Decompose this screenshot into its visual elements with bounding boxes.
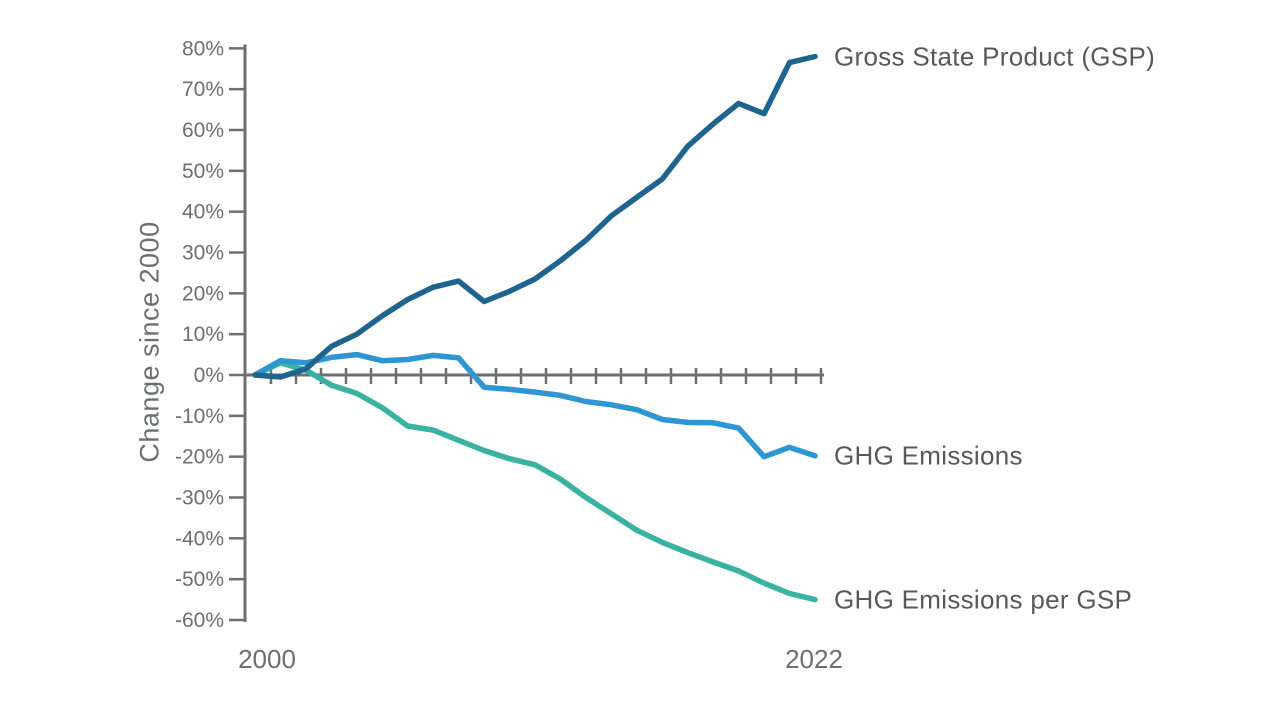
y-tick-label: 80%: [182, 37, 224, 60]
series-label-ghg-per-gsp: GHG Emissions per GSP: [834, 584, 1133, 615]
y-tick-label: 60%: [182, 119, 224, 142]
y-tick-label: 40%: [182, 201, 224, 224]
y-tick-label: 50%: [182, 160, 224, 183]
y-tick-label: -20%: [175, 446, 224, 469]
y-tick-label: -10%: [175, 405, 224, 428]
series-label-gsp: Gross State Product (GSP): [834, 41, 1156, 71]
y-tick-label: -60%: [175, 609, 224, 632]
y-tick-label: 0%: [194, 364, 224, 387]
series-line-gsp: [252, 53, 818, 380]
y-tick-label: 30%: [182, 242, 224, 265]
series-label-ghg: GHG Emissions: [834, 440, 1023, 471]
y-tick-label: -40%: [175, 527, 224, 550]
series-line-ghg-per-gsp: [252, 360, 818, 603]
x-tick-label-2000: 2000: [238, 644, 296, 674]
series-line-ghg: [252, 351, 818, 460]
y-axis-title: Change since 2000: [134, 221, 165, 463]
y-tick-label: -30%: [175, 486, 224, 509]
x-tick-label-2022: 2022: [785, 644, 843, 674]
y-tick-label: 10%: [182, 323, 224, 346]
y-tick-label: -50%: [175, 568, 224, 591]
y-tick-label: 70%: [182, 78, 224, 101]
y-tick-label: 20%: [182, 282, 224, 305]
